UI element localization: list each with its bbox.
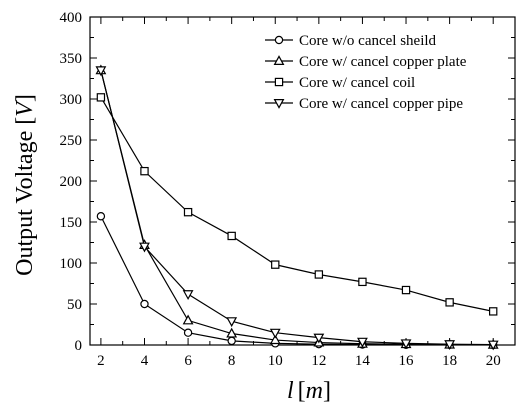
x-axis-label: l [m] xyxy=(287,378,331,404)
data-point xyxy=(313,333,325,344)
x-tick-label: 14 xyxy=(355,353,371,369)
data-point xyxy=(227,231,236,241)
series-4 xyxy=(95,66,499,351)
y-tick-label: 50 xyxy=(67,297,82,313)
data-point xyxy=(182,314,194,325)
y-tick-label: 0 xyxy=(75,338,83,354)
y-tick-label: 400 xyxy=(60,10,83,26)
data-point xyxy=(95,66,107,77)
x-tick-label: 6 xyxy=(184,353,192,369)
legend-label: Core w/ cancel copper pipe xyxy=(299,96,463,112)
data-point xyxy=(226,317,238,328)
legend-label: Core w/ cancel coil xyxy=(299,75,415,91)
series-line xyxy=(100,70,494,346)
y-tick-label: 150 xyxy=(60,215,83,231)
data-point xyxy=(269,328,281,339)
data-point xyxy=(96,212,106,221)
x-tick-label: 16 xyxy=(399,353,415,369)
x-tick-label: 10 xyxy=(268,353,283,369)
data-point xyxy=(357,337,368,348)
y-axis-label: Output Voltage [V] xyxy=(12,94,38,276)
data-point xyxy=(96,93,106,102)
series-3 xyxy=(96,93,498,316)
x-tick-label: 8 xyxy=(228,353,236,369)
data-point xyxy=(444,340,456,351)
legend-item: Core w/ cancel copper plate xyxy=(265,54,467,70)
y-tick-label: 300 xyxy=(60,92,83,108)
y-tick-label: 100 xyxy=(60,256,83,272)
legend-marker xyxy=(273,55,285,66)
legend-marker xyxy=(273,98,285,109)
legend-marker xyxy=(274,35,284,45)
y-tick-label: 250 xyxy=(60,133,83,149)
data-point xyxy=(183,207,193,217)
data-point xyxy=(445,298,454,307)
data-point xyxy=(139,242,150,253)
data-point xyxy=(140,166,149,176)
legend-item: Core w/ cancel coil xyxy=(265,75,415,91)
x-tick-label: 20 xyxy=(486,353,501,369)
data-point xyxy=(314,270,324,279)
legend: Core w/o cancel sheild Core w/ cancel cop… xyxy=(265,33,467,112)
data-point xyxy=(401,285,411,295)
data-point xyxy=(227,336,236,346)
y-tick-label: 200 xyxy=(60,174,83,190)
axes: 0 50 100 150 200 250 300 350 400 2 4 6 8 10 12 14 16 18 20 xyxy=(60,10,516,369)
data-point xyxy=(400,339,412,350)
x-tick-label: 2 xyxy=(97,353,105,369)
legend-item: Core w/o cancel sheild xyxy=(265,33,437,49)
data-point xyxy=(271,260,280,269)
data-point xyxy=(182,290,194,301)
x-tick-label: 4 xyxy=(141,353,149,369)
x-tick-label: 18 xyxy=(442,353,457,369)
data-point xyxy=(140,299,149,309)
data-point xyxy=(269,334,281,345)
data-point xyxy=(183,328,193,337)
legend-label: Core w/o cancel sheild xyxy=(299,33,437,49)
y-tick-label: 350 xyxy=(60,51,83,67)
legend-item: Core w/ cancel copper pipe xyxy=(265,96,463,112)
series-line xyxy=(100,97,494,312)
legend-marker xyxy=(274,77,284,87)
data-point xyxy=(489,307,498,316)
data-point xyxy=(226,327,238,338)
data-point xyxy=(487,340,499,351)
x-tick-label: 12 xyxy=(311,353,326,369)
series-line xyxy=(100,70,494,346)
series-layer xyxy=(95,64,499,351)
legend-label: Core w/ cancel copper plate xyxy=(299,54,467,70)
data-point xyxy=(358,277,367,287)
